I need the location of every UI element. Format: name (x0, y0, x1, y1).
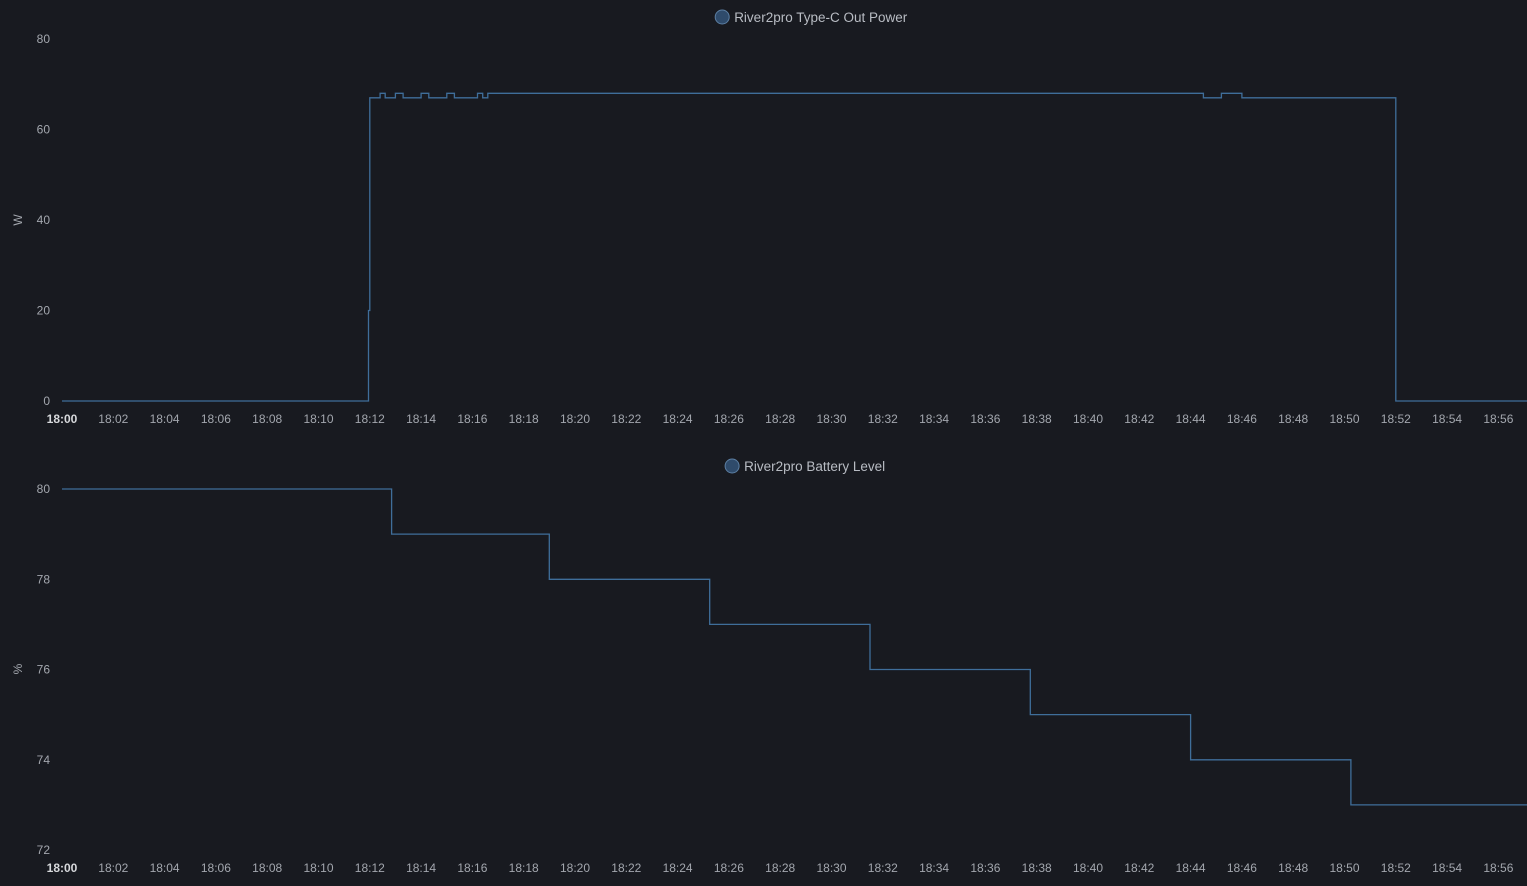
battery-x-tick-1830: 18:30 (816, 861, 846, 875)
power-y-axis-unit: W (11, 214, 25, 226)
battery-x-tick-1800: 18:00 (47, 861, 78, 875)
power-x-tick-1838: 18:38 (1022, 412, 1052, 426)
power-x-tick-1820: 18:20 (560, 412, 590, 426)
power-x-tick-1804: 18:04 (150, 412, 180, 426)
battery-y-tick-72: 72 (37, 843, 51, 857)
battery-x-tick-1848: 18:48 (1278, 861, 1308, 875)
power-x-tick-1800: 18:00 (47, 412, 78, 426)
power-x-tick-1828: 18:28 (765, 412, 795, 426)
power-y-tick-60: 60 (37, 123, 51, 137)
power-x-tick-1832: 18:32 (868, 412, 898, 426)
power-x-tick-1844: 18:44 (1176, 412, 1206, 426)
battery-legend-marker[interactable] (724, 458, 740, 474)
battery-y-tick-74: 74 (37, 753, 51, 767)
battery-y-axis-unit: % (11, 663, 25, 674)
power-x-tick-1816: 18:16 (457, 412, 487, 426)
power-x-tick-1856: 18:56 (1483, 412, 1513, 426)
battery-y-tick-80: 80 (37, 482, 51, 496)
power-x-tick-1812: 18:12 (355, 412, 385, 426)
battery-x-tick-1820: 18:20 (560, 861, 590, 875)
battery-x-tick-1824: 18:24 (663, 861, 693, 875)
power-x-tick-1850: 18:50 (1329, 412, 1359, 426)
battery-x-tick-1836: 18:36 (970, 861, 1000, 875)
battery-x-tick-1826: 18:26 (714, 861, 744, 875)
battery-x-tick-1846: 18:46 (1227, 861, 1257, 875)
power-y-tick-80: 80 (37, 32, 51, 46)
battery-y-tick-78: 78 (37, 572, 51, 586)
power-x-tick-1834: 18:34 (919, 412, 949, 426)
battery-series-line[interactable] (62, 488, 1527, 806)
battery-x-tick-1844: 18:44 (1176, 861, 1206, 875)
power-x-tick-1826: 18:26 (714, 412, 744, 426)
power-x-tick-1840: 18:40 (1073, 412, 1103, 426)
power-y-tick-40: 40 (37, 213, 51, 227)
battery-x-tick-1818: 18:18 (509, 861, 539, 875)
power-x-tick-1802: 18:02 (98, 412, 128, 426)
battery-x-tick-1822: 18:22 (611, 861, 641, 875)
battery-x-tick-1806: 18:06 (201, 861, 231, 875)
power-x-tick-1810: 18:10 (303, 412, 333, 426)
battery-x-tick-1840: 18:40 (1073, 861, 1103, 875)
battery-x-tick-1808: 18:08 (252, 861, 282, 875)
battery-x-tick-1852: 18:52 (1381, 861, 1411, 875)
battery-x-tick-1814: 18:14 (406, 861, 436, 875)
power-y-tick-20: 20 (37, 304, 51, 318)
battery-chart: River2pro Battery Level% 72 74 76 78 80 18:00 1… (11, 458, 1527, 875)
battery-legend-label[interactable]: River2pro Battery Level (744, 459, 885, 474)
power-x-tick-1808: 18:08 (252, 412, 282, 426)
power-series-line[interactable] (62, 92, 1527, 402)
battery-x-tick-1838: 18:38 (1022, 861, 1052, 875)
battery-x-tick-1828: 18:28 (765, 861, 795, 875)
battery-x-tick-1802: 18:02 (98, 861, 128, 875)
battery-x-tick-1816: 18:16 (457, 861, 487, 875)
battery-y-tick-76: 76 (37, 663, 51, 677)
battery-x-tick-1850: 18:50 (1329, 861, 1359, 875)
power-x-tick-1824: 18:24 (663, 412, 693, 426)
battery-x-tick-1812: 18:12 (355, 861, 385, 875)
power-x-tick-1846: 18:46 (1227, 412, 1257, 426)
power-x-tick-1830: 18:30 (816, 412, 846, 426)
power-x-tick-1852: 18:52 (1381, 412, 1411, 426)
power-chart: River2pro Type-C Out Power W 0 20 40 60 80 18:0… (11, 9, 1527, 426)
battery-x-tick-1832: 18:32 (868, 861, 898, 875)
battery-x-tick-1810: 18:10 (303, 861, 333, 875)
power-x-tick-1814: 18:14 (406, 412, 436, 426)
power-x-tick-1818: 18:18 (509, 412, 539, 426)
power-x-tick-1848: 18:48 (1278, 412, 1308, 426)
power-legend-label[interactable]: River2pro Type-C Out Power (734, 10, 908, 25)
battery-x-tick-1854: 18:54 (1432, 861, 1462, 875)
battery-x-tick-1804: 18:04 (150, 861, 180, 875)
power-legend-marker[interactable] (714, 9, 730, 25)
power-x-tick-1806: 18:06 (201, 412, 231, 426)
power-x-tick-1854: 18:54 (1432, 412, 1462, 426)
power-x-tick-1836: 18:36 (970, 412, 1000, 426)
battery-x-tick-1834: 18:34 (919, 861, 949, 875)
power-x-tick-1842: 18:42 (1124, 412, 1154, 426)
power-x-tick-1822: 18:22 (611, 412, 641, 426)
battery-x-tick-1856: 18:56 (1483, 861, 1513, 875)
power-y-tick-0: 0 (43, 394, 50, 408)
battery-x-tick-1842: 18:42 (1124, 861, 1154, 875)
